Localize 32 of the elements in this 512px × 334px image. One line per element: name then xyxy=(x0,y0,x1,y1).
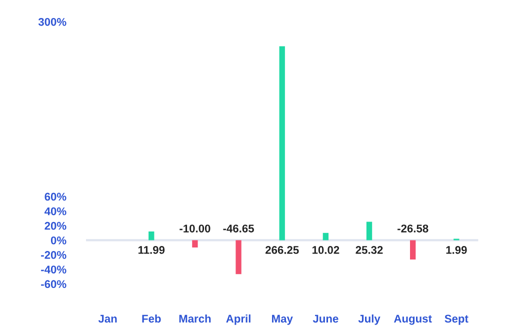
x-tick-label: Feb xyxy=(142,314,161,323)
y-tick-label: -40% xyxy=(41,266,66,274)
y-tick-label: -60% xyxy=(41,280,66,288)
data-label: 10.02 xyxy=(312,246,340,254)
bar xyxy=(410,240,416,260)
bar xyxy=(192,240,198,248)
bar xyxy=(322,232,329,240)
y-tick-label: 300% xyxy=(38,18,66,26)
data-label: 266.25 xyxy=(266,246,299,254)
y-tick-label: 40% xyxy=(44,207,66,216)
bar xyxy=(366,222,372,240)
y-tick-label: -20% xyxy=(41,251,66,259)
bar xyxy=(279,46,285,240)
data-label: 11.99 xyxy=(138,246,165,254)
data-label: 1.99 xyxy=(446,246,467,254)
bar xyxy=(148,231,154,240)
y-tick-label: 0% xyxy=(50,236,66,244)
x-tick-label: Jan xyxy=(98,314,117,323)
x-tick-label: August xyxy=(394,314,432,325)
x-tick-label: March xyxy=(179,314,211,323)
bar xyxy=(236,240,242,274)
y-tick-label: 60% xyxy=(44,192,66,201)
data-label: -46.65 xyxy=(223,224,254,232)
x-tick-label: April xyxy=(226,314,250,325)
data-label: 25.32 xyxy=(356,246,383,254)
x-tick-label: June xyxy=(312,314,338,323)
data-label: -10.00 xyxy=(180,224,210,232)
x-tick-label: May xyxy=(272,314,293,325)
data-label: -26.58 xyxy=(398,224,428,232)
y-tick-label: 20% xyxy=(44,222,66,230)
x-tick-label: Sept xyxy=(444,314,468,325)
x-tick-label: July xyxy=(358,314,380,325)
